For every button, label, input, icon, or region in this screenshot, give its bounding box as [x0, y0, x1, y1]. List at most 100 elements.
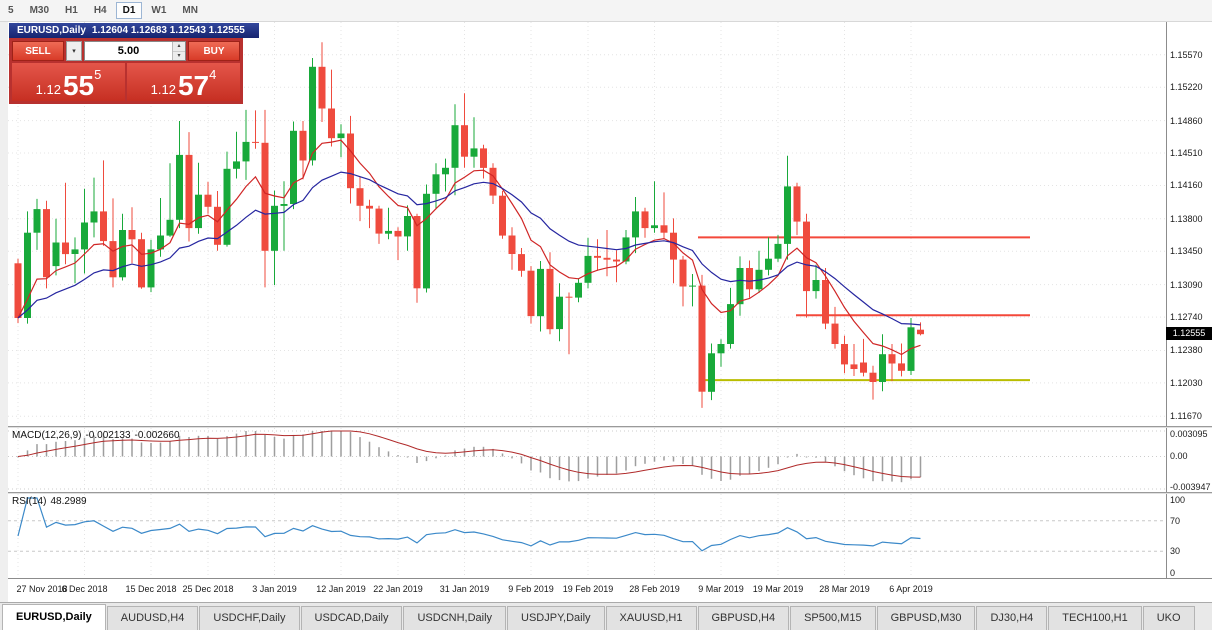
macd-signal-value: -0.002660	[134, 430, 180, 441]
price-axis-label: 1.14160	[1170, 180, 1203, 191]
rsi-pane[interactable]: 100 70 30 0 RSI(14) 48.2989	[8, 494, 1212, 578]
rsi-name: RSI(14)	[12, 496, 47, 507]
bid-prefix: 1.12	[35, 82, 61, 98]
tab-tech100-h1[interactable]: TECH100,H1	[1048, 606, 1142, 630]
price-axis-label: 1.11670	[1170, 411, 1202, 422]
date-axis-label: 22 Jan 2019	[373, 584, 423, 594]
tab-usdcad-daily[interactable]: USDCAD,Daily	[300, 606, 403, 630]
pane-separator[interactable]	[8, 426, 1212, 428]
price-axis-label: 1.15570	[1170, 49, 1203, 60]
date-axis-label: 19 Feb 2019	[562, 584, 614, 594]
timeframe-toolbar: 5 M30 H1 H4 D1 W1 MN	[0, 0, 1212, 22]
date-axis-label: 15 Dec 2018	[125, 584, 177, 594]
ask-pip-fraction: 4	[209, 67, 217, 82]
ask-big-digits: 57	[177, 70, 210, 102]
timeframe-h4[interactable]: H4	[93, 5, 107, 16]
bid-pip-fraction: 5	[94, 67, 102, 82]
price-axis-label: 1.12030	[1170, 377, 1203, 388]
tab-gbpusd-h4[interactable]: GBPUSD,H4	[697, 606, 790, 630]
buy-price-display[interactable]: 1.12 57 4	[127, 63, 240, 101]
macd-axis: 0.003095 0.00 -0.003947	[1166, 428, 1212, 492]
date-axis-label: 3 Jan 2019	[252, 584, 297, 594]
volume-input[interactable]	[85, 42, 172, 60]
tab-uko[interactable]: UKO	[1142, 606, 1195, 630]
tab-xauusd-h1[interactable]: XAUUSD,H1	[605, 606, 697, 630]
macd-axis-label: -0.003947	[1170, 482, 1211, 492]
ma-fast-line	[17, 139, 921, 356]
volume-decrease-button[interactable]: ▾	[173, 51, 185, 60]
tab-eurusd-daily[interactable]: EURUSD,Daily	[2, 604, 106, 630]
chevron-down-icon: ▾	[72, 48, 76, 55]
timeframe-w1[interactable]: W1	[151, 5, 167, 16]
rsi-value: 48.2989	[50, 496, 87, 507]
timeframe-h1[interactable]: H1	[65, 5, 78, 16]
current-price-tag: 1.12555	[1166, 327, 1212, 341]
tab-sp500-m15[interactable]: SP500,M15	[790, 606, 876, 630]
date-axis-label: 28 Feb 2019	[629, 584, 680, 594]
bid-big-digits: 55	[62, 70, 95, 102]
candles-series	[14, 42, 924, 408]
price-axis-label: 1.13800	[1170, 213, 1203, 224]
date-axis-label: 12 Jan 2019	[316, 584, 366, 594]
date-axis-label: 6 Dec 2018	[61, 584, 108, 594]
price-axis-label: 1.13450	[1170, 246, 1203, 257]
date-axis[interactable]: 27 Nov 2018 6 Dec 2018 15 Dec 2018 25 Dec 2…	[8, 578, 1212, 602]
price-axis-label: 1.12380	[1170, 345, 1203, 356]
macd-axis-label: 0.003095	[1170, 429, 1208, 439]
rsi-axis: 100 70 30 0	[1166, 494, 1212, 578]
date-axis-label: 28 Mar 2019	[819, 584, 870, 594]
price-axis[interactable]: 1.15570 1.15220 1.14860 1.14510 1.14160 1.138…	[1166, 22, 1212, 426]
volume-increase-button[interactable]: ▴	[173, 42, 185, 52]
chart-ohlc-values: 1.12604 1.12683 1.12543 1.12555	[91, 25, 245, 36]
date-axis-label: 6 Apr 2019	[889, 584, 933, 594]
date-axis-label: 25 Dec 2018	[182, 584, 234, 594]
sell-button[interactable]: SELL	[12, 41, 64, 61]
macd-chart	[8, 428, 1166, 492]
timeframe-d1[interactable]: D1	[115, 2, 143, 19]
macd-name: MACD(12,26,9)	[12, 430, 82, 441]
pane-separator[interactable]	[8, 492, 1212, 494]
price-axis-label: 1.14860	[1170, 115, 1203, 126]
tab-usdjpy-daily[interactable]: USDJPY,Daily	[507, 606, 605, 630]
chart-title-bar: EURUSD,Daily 1.12604 1.12683 1.12543 1.12…	[9, 23, 259, 38]
rsi-axis-label: 100	[1170, 495, 1186, 505]
date-axis-label: 19 Mar 2019	[752, 584, 804, 594]
sell-price-display[interactable]: 1.12 55 5	[12, 63, 125, 101]
macd-histogram	[17, 431, 922, 483]
macd-axis-label: 0.00	[1170, 451, 1188, 462]
price-axis-label: 1.12740	[1170, 312, 1203, 323]
rsi-chart	[8, 494, 1166, 578]
date-axis-label: 9 Mar 2019	[698, 584, 744, 594]
rsi-line	[17, 497, 921, 552]
macd-main-value: -0.002133	[85, 430, 131, 441]
date-axis-label: 27 Nov 2018	[16, 584, 68, 594]
macd-label: MACD(12,26,9) -0.002133 -0.002660	[12, 430, 184, 441]
rsi-axis-label: 70	[1170, 515, 1181, 526]
macd-signal-line	[17, 430, 921, 478]
volume-stepper: ▴ ▾	[172, 42, 185, 60]
price-axis-label: 1.14510	[1170, 148, 1203, 158]
tab-audusd-h4[interactable]: AUDUSD,H4	[106, 606, 199, 630]
tab-dj30-h4[interactable]: DJ30,H4	[976, 606, 1048, 630]
tab-usdcnh-daily[interactable]: USDCNH,Daily	[403, 606, 507, 630]
chart-window: 1.15570 1.15220 1.14860 1.14510 1.14160 1.138…	[8, 22, 1212, 602]
timeframe-m30[interactable]: M30	[29, 5, 50, 16]
price-axis-label: 1.13090	[1170, 279, 1203, 290]
date-axis-label: 31 Jan 2019	[439, 584, 490, 594]
tab-gbpusd-m30[interactable]: GBPUSD,M30	[876, 606, 976, 630]
order-options-dropdown[interactable]: ▾	[66, 41, 82, 61]
buy-button[interactable]: BUY	[188, 41, 240, 61]
ask-prefix: 1.12	[150, 82, 176, 98]
price-axis-label: 1.15220	[1170, 82, 1203, 93]
chart-symbol-period: EURUSD,Daily	[17, 25, 86, 36]
timeframe-5[interactable]: 5	[8, 5, 14, 16]
price-chart-pane[interactable]: 1.15570 1.15220 1.14860 1.14510 1.14160 1.138…	[8, 22, 1212, 426]
rsi-axis-label: 30	[1170, 546, 1181, 557]
tab-usdchf-daily[interactable]: USDCHF,Daily	[199, 606, 300, 630]
macd-pane[interactable]: 0.003095 0.00 -0.003947 MACD(12,26,9) -0.00…	[8, 428, 1212, 492]
rsi-label: RSI(14) 48.2989	[12, 496, 91, 507]
symbol-tabbar: EURUSD,Daily AUDUSD,H4 USDCHF,Daily USDCAD,…	[0, 602, 1212, 630]
one-click-trading-panel: SELL ▾ ▴ ▾ BUY 1.12555	[9, 38, 243, 104]
timeframe-mn[interactable]: MN	[182, 5, 198, 16]
